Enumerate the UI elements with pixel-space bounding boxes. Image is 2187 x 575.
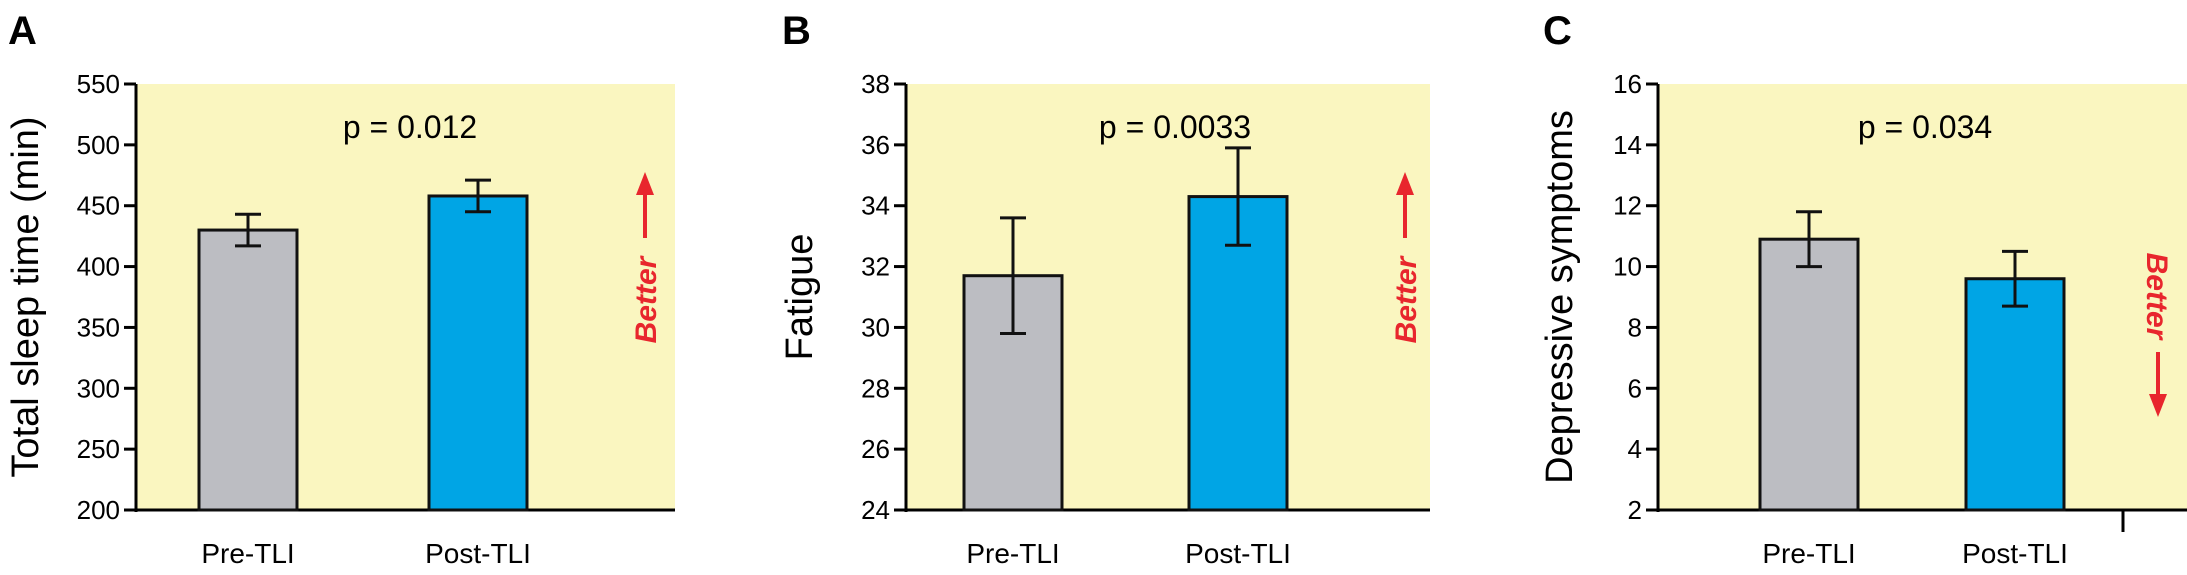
category-label: Pre-TLI [966,538,1059,569]
y-tick-label: 16 [1613,69,1642,99]
y-tick-label: 24 [861,495,890,525]
y-tick-label: 250 [77,434,120,464]
panel-letter: C [1543,9,1572,53]
y-tick-label: 32 [861,252,890,282]
panel-letter: A [8,9,37,53]
panel-a: A 200 250 300 350 400 450 500 550 Total sleep tim… [5,9,675,569]
category-label: Pre-TLI [1762,538,1855,569]
y-axis-title: Total sleep time (min) [5,116,47,477]
panel-b: B 24 26 28 30 32 34 36 38 Fatigue Pre-TLI Post-TLI p… [779,9,1430,569]
p-value: p = 0.012 [343,109,477,145]
y-tick-label: 10 [1613,252,1642,282]
y-tick-label: 14 [1613,130,1642,160]
y-tick-label: 38 [861,69,890,99]
y-tick-label: 450 [77,191,120,221]
y-tick-label: 350 [77,312,120,342]
y-tick-label: 26 [861,434,890,464]
y-tick-label: 34 [861,191,890,221]
y-tick-label: 4 [1628,434,1642,464]
category-label: Post-TLI [425,538,531,569]
y-tick-label: 200 [77,495,120,525]
y-tick-label: 12 [1613,191,1642,221]
bar [427,194,529,512]
better-arrow-head [636,172,654,195]
better-label: Better [1390,254,1423,343]
panel-letter: B [782,9,811,53]
category-label: Post-TLI [1962,538,2068,569]
y-tick-label: 400 [77,252,120,282]
y-tick-label: 550 [77,69,120,99]
y-axis-title: Fatigue [779,234,821,361]
y-tick-label: 6 [1628,373,1642,403]
plot-background [1658,84,2187,510]
y-tick-label: 500 [77,130,120,160]
category-label: Post-TLI [1185,538,1291,569]
better-label: Better [630,254,663,343]
category-label: Pre-TLI [201,538,294,569]
panel-c: C 2 4 6 8 10 12 14 16 Depressive symptoms Pre-TLI P… [1539,9,2187,569]
better-arrow-head [2149,394,2167,417]
y-tick-label: 300 [77,373,120,403]
y-tick-label: 28 [861,373,890,403]
y-tick-label: 8 [1628,312,1642,342]
y-tick-label: 2 [1628,495,1642,525]
y-tick-label: 30 [861,312,890,342]
bar [1964,277,2066,512]
p-value: p = 0.0033 [1099,109,1251,145]
bar [197,228,299,512]
p-value: p = 0.034 [1858,109,1992,145]
y-tick-label: 36 [861,130,890,160]
better-arrow-head [1396,172,1414,195]
bar [1758,237,1860,512]
y-axis-title: Depressive symptoms [1539,110,1581,484]
better-label: Better [2140,253,2173,342]
